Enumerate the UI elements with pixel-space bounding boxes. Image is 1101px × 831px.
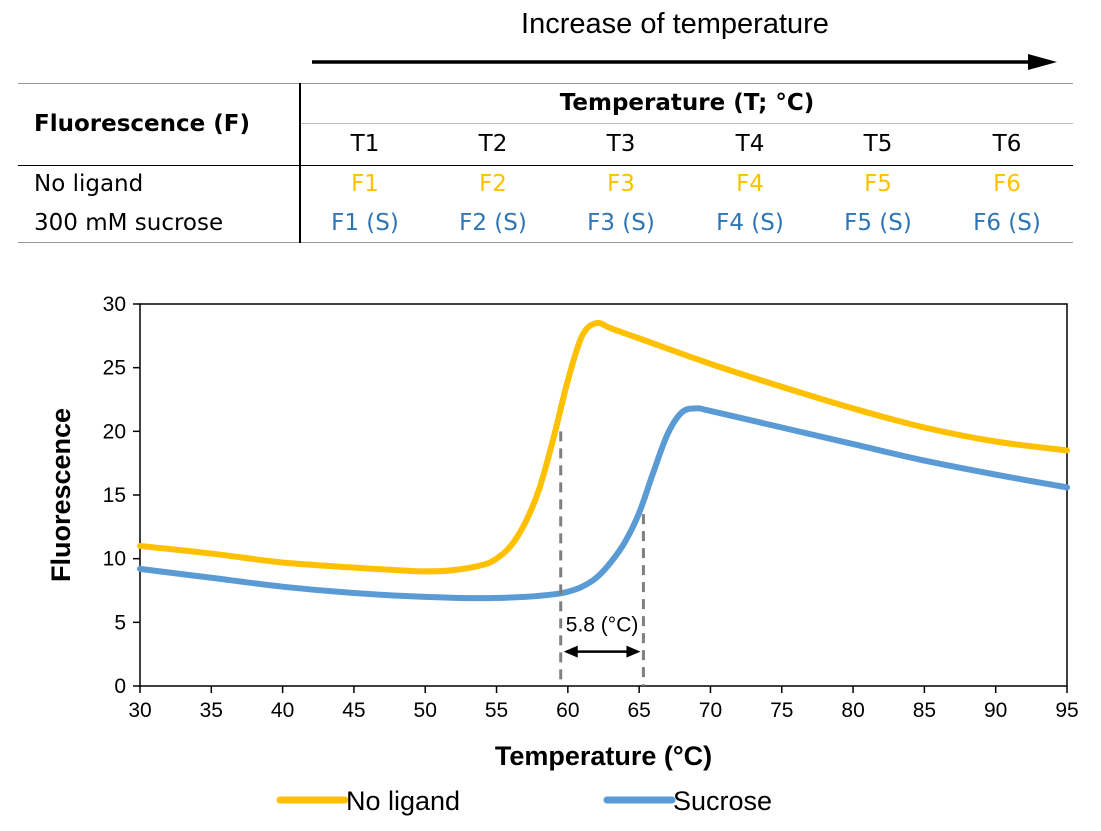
table-cell: F1 (S) [331, 210, 399, 236]
annotation-arrowhead-left [563, 645, 578, 658]
table-cell: F3 [607, 171, 635, 197]
table-column-group-header: Temperature (T; °C) [559, 90, 815, 116]
x-tick-label: 30 [128, 699, 151, 722]
series-line-no-ligand [137, 319, 1070, 575]
series-line-sucrose [137, 405, 1070, 602]
table-bottom-border [18, 242, 1073, 243]
x-tick-label: 85 [913, 699, 936, 722]
table-column-header: T2 [478, 131, 508, 157]
annotation-label: 5.8 (°C) [566, 614, 639, 637]
x-tick-label: 35 [200, 699, 223, 722]
x-tick-label: 80 [841, 699, 864, 722]
table-divider-vertical [299, 83, 301, 243]
table-cell: F2 [479, 171, 507, 197]
table-row-header: Fluorescence (F) [34, 111, 250, 137]
y-tick-label: 5 [114, 611, 126, 634]
y-tick-label: 30 [103, 293, 126, 316]
table-column-header: T3 [606, 131, 636, 157]
table-column-header: T1 [350, 131, 380, 157]
x-tick-label: 65 [627, 699, 650, 722]
annotation-arrowhead-right [626, 645, 641, 658]
fluorescence-table: Fluorescence (F) Temperature (T; °C) T1 … [18, 83, 1073, 243]
table-top-border [18, 83, 1073, 84]
y-tick-label: 0 [114, 675, 126, 698]
legend-label-no-ligand: No ligand [346, 786, 460, 816]
y-tick-label: 25 [103, 357, 126, 380]
x-tick-label: 75 [770, 699, 793, 722]
table-column-header: T5 [863, 131, 893, 157]
table-cell: F6 [993, 171, 1021, 197]
x-tick-label: 50 [414, 699, 437, 722]
x-tick-label: 95 [1055, 699, 1078, 722]
table-cell: F6 (S) [973, 210, 1041, 236]
x-tick-label: 40 [271, 699, 294, 722]
y-axis-title: Fluorescence [46, 408, 76, 582]
x-tick-label: 60 [556, 699, 579, 722]
fluorescence-line-chart: 30 35 40 45 50 55 60 65 70 75 80 85 90 95 0 5 10 15 20 25 30… [46, 293, 1079, 816]
table-row-label: No ligand [34, 171, 144, 197]
table-cell: F5 (S) [844, 210, 912, 236]
table-cell: F3 (S) [587, 210, 655, 236]
table-column-header: T6 [992, 131, 1022, 157]
x-axis-title: Temperature (°C) [495, 741, 712, 771]
table-cell: F5 [864, 171, 892, 197]
x-tick-label: 55 [485, 699, 508, 722]
table-subheader-line [301, 123, 1073, 124]
table-header-separator [18, 165, 1073, 166]
y-tick-label: 15 [103, 484, 126, 507]
table-cell: F4 [736, 171, 764, 197]
x-tick-label: 90 [984, 699, 1007, 722]
table-column-header: T4 [735, 131, 765, 157]
x-tick-label: 70 [699, 699, 722, 722]
temperature-increase-arrow [312, 54, 1057, 70]
header-title: Increase of temperature [521, 8, 829, 40]
y-tick-label: 20 [103, 420, 126, 443]
legend-label-sucrose: Sucrose [673, 786, 772, 816]
x-tick-label: 45 [342, 699, 365, 722]
table-row-label: 300 mM sucrose [34, 210, 224, 236]
table-cell: F2 (S) [459, 210, 527, 236]
table-cell: F4 (S) [716, 210, 784, 236]
table-cell: F1 [351, 171, 379, 197]
y-tick-label: 10 [103, 548, 126, 571]
